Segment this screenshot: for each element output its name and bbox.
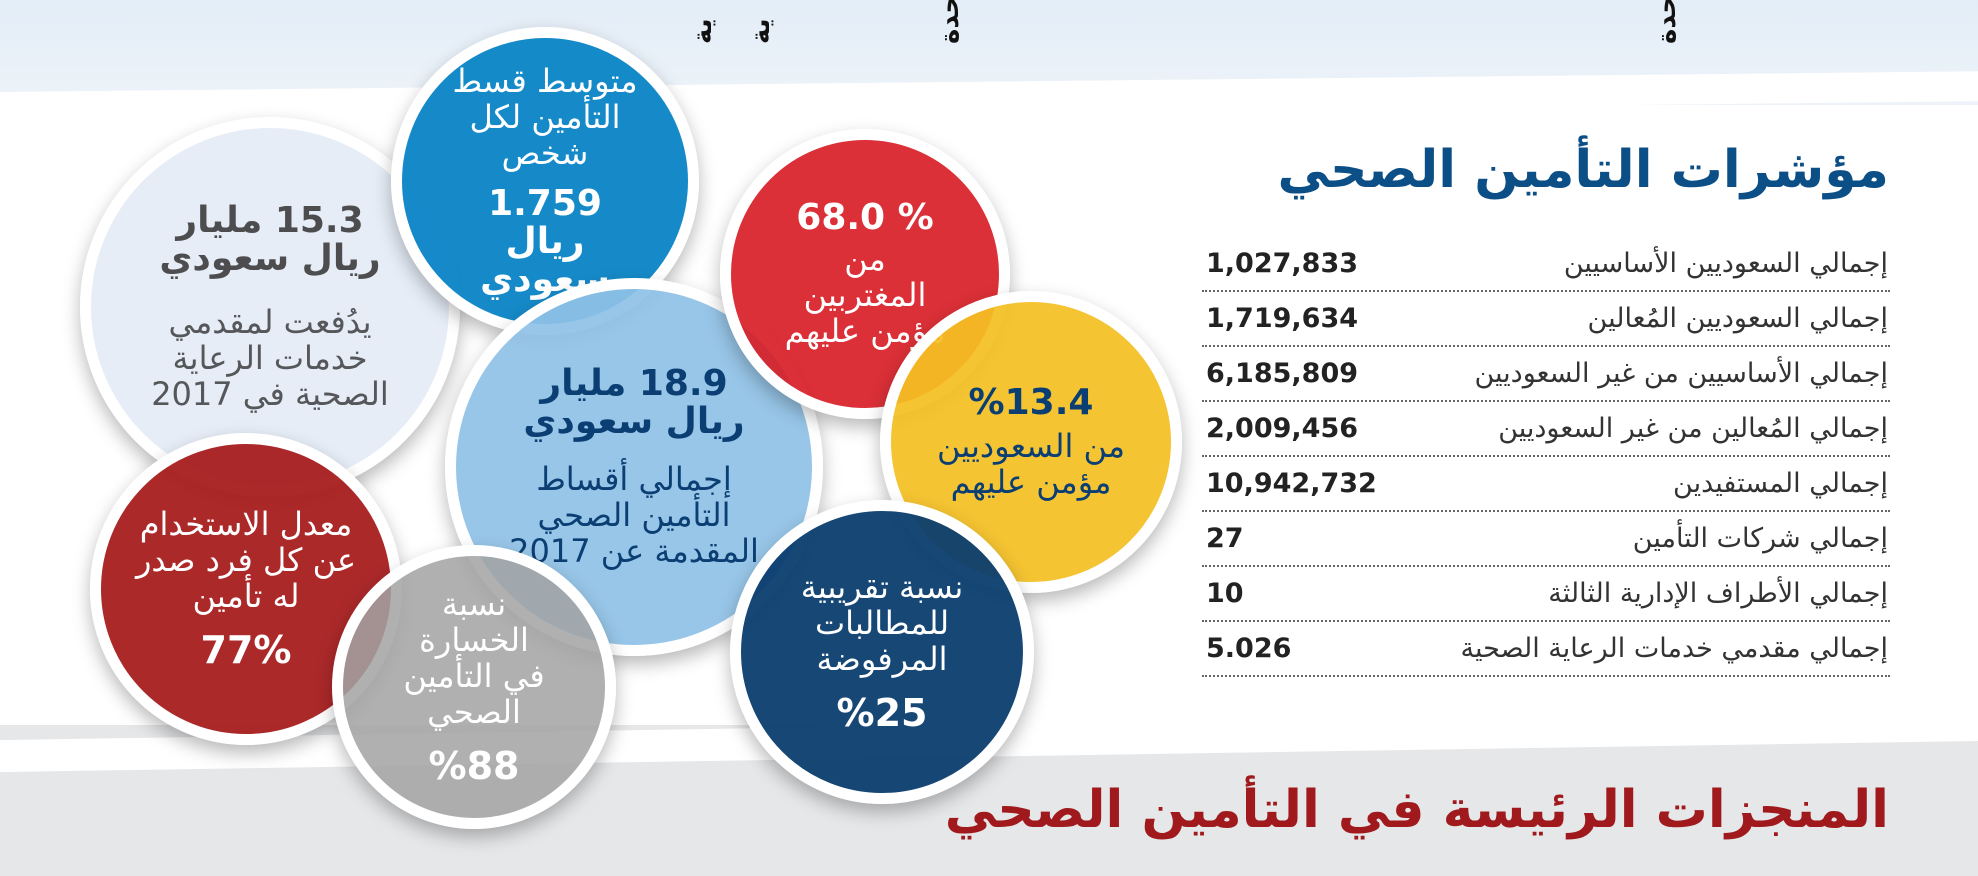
indicator-value: 10 xyxy=(1206,578,1244,609)
total-premiums-amount: 18.9 مليار ريال سعودي xyxy=(523,363,745,442)
indicators-table: إجمالي السعوديين الأساسيين 1,027,833 إجما… xyxy=(1202,237,1890,677)
top-cropped-label-3: حدة xyxy=(935,0,965,44)
avg-premium-label: متوسط قسط التأمين لكل شخص xyxy=(452,62,638,172)
achievements-title: المنجزات الرئيسة في التأمين الصحي xyxy=(944,780,1889,840)
indicator-label: إجمالي مقدمي خدمات الرعاية الصحية xyxy=(1460,633,1888,664)
indicator-row: إجمالي الأساسيين من غير السعوديين 6,185,8… xyxy=(1202,347,1890,402)
total-premiums-description: إجمالي أقساط التأمين الصحي المقدمة عن 20… xyxy=(509,460,759,570)
loss-ratio-percent: %88 xyxy=(428,744,520,788)
page-title: مؤشرات التأمين الصحي xyxy=(1277,140,1889,200)
indicator-row: إجمالي شركات التأمين 27 xyxy=(1202,512,1890,567)
saudis-insured-label: من السعوديين مؤمن عليهم xyxy=(937,427,1125,501)
rejected-claims-label: نسبة تقريبية للمطالبات المرفوضة xyxy=(800,568,964,678)
indicator-value: 6,185,809 xyxy=(1206,358,1359,389)
expats-insured-label: من المغتربين مؤمن عليهم xyxy=(784,240,946,350)
paid-amount: 15.3 مليار ريال سعودي xyxy=(159,200,381,279)
indicator-value: 10,942,732 xyxy=(1206,468,1377,499)
paid-to-providers-circle: 15.3 مليار ريال سعودي يدُفعت لمقدمي خدما… xyxy=(80,117,460,497)
avg-premium-circle: متوسط قسط التأمين لكل شخص 1.759 ريال سعو… xyxy=(391,27,699,335)
indicator-value: 1,719,634 xyxy=(1206,303,1359,334)
indicator-label: إجمالي الأساسيين من غير السعوديين xyxy=(1474,358,1888,389)
usage-rate-percent: 77% xyxy=(200,628,292,672)
indicator-value: 2,009,456 xyxy=(1206,413,1359,444)
indicator-row: إجمالي الأطراف الإدارية الثالثة 10 xyxy=(1202,567,1890,622)
rejected-claims-percent: %25 xyxy=(836,691,928,735)
indicator-row: إجمالي المُعالين من غير السعوديين 2,009,4… xyxy=(1202,402,1890,457)
indicator-label: إجمالي السعوديين المُعالين xyxy=(1587,303,1888,334)
indicator-value: 27 xyxy=(1206,523,1244,554)
rejected-claims-circle: نسبة تقريبية للمطالبات المرفوضة %25 xyxy=(730,500,1034,804)
usage-rate-label: معدل الاستخدام عن كل فرد صدر له تأمين xyxy=(135,505,357,615)
loss-ratio-label: نسبة الخسارة في التأمين الصحي xyxy=(403,585,545,731)
loss-ratio-circle: نسبة الخسارة في التأمين الصحي %88 xyxy=(332,545,616,829)
top-cropped-label-2: ية xyxy=(746,18,776,44)
indicator-value: 1,027,833 xyxy=(1206,248,1359,279)
saudis-insured-percent: %13.4 xyxy=(968,382,1094,423)
top-cropped-label-4: حدة xyxy=(1652,0,1682,44)
top-band xyxy=(0,0,1978,122)
indicator-row: إجمالي السعوديين الأساسيين 1,027,833 xyxy=(1202,237,1890,292)
indicator-label: إجمالي شركات التأمين xyxy=(1632,523,1888,554)
indicator-label: إجمالي المستفيدين xyxy=(1673,468,1888,499)
indicator-value: 5.026 xyxy=(1206,633,1292,664)
indicator-row: إجمالي السعوديين المُعالين 1,719,634 xyxy=(1202,292,1890,347)
top-cropped-label-1: ية xyxy=(688,18,718,44)
indicator-label: إجمالي الأطراف الإدارية الثالثة xyxy=(1548,578,1888,609)
indicator-label: إجمالي السعوديين الأساسيين xyxy=(1563,248,1888,279)
indicator-row: إجمالي مقدمي خدمات الرعاية الصحية 5.026 xyxy=(1202,622,1890,677)
paid-description: يدُفعت لمقدمي خدمات الرعاية الصحية في 20… xyxy=(151,303,389,413)
indicator-row: إجمالي المستفيدين 10,942,732 xyxy=(1202,457,1890,512)
indicator-label: إجمالي المُعالين من غير السعوديين xyxy=(1498,413,1888,444)
expats-insured-percent: 68.0 % xyxy=(796,197,934,238)
